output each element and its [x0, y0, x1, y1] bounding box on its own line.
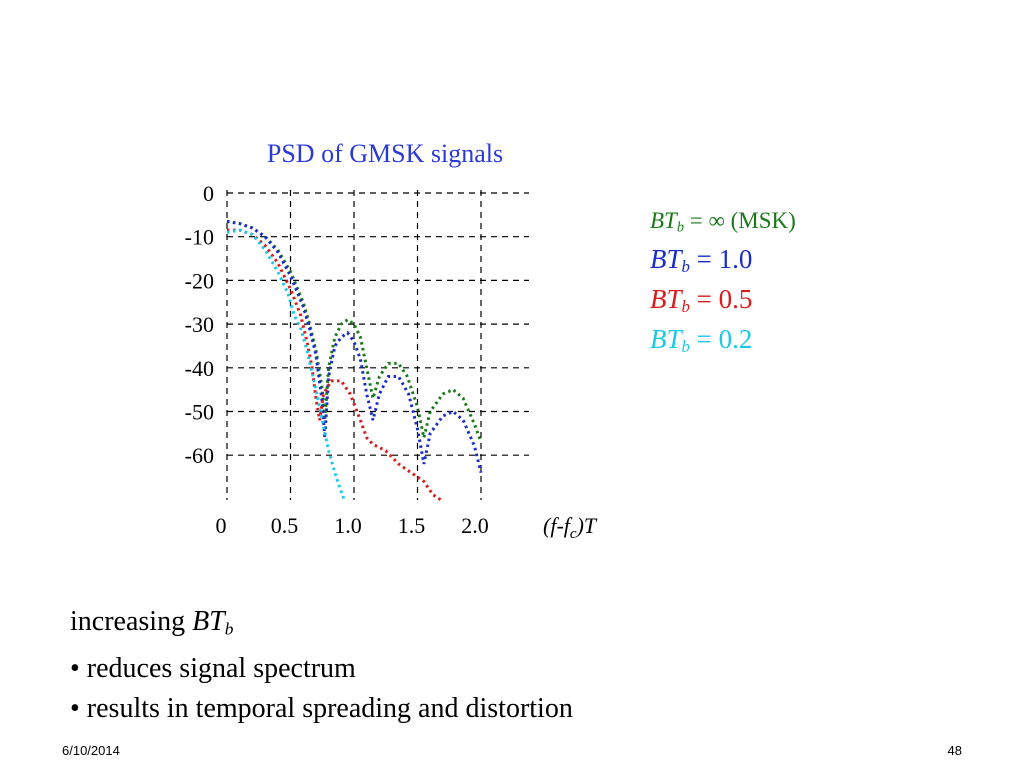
chart-title: PSD of GMSK signals — [267, 139, 503, 168]
bullet-text: increasing BTb • reduces signal spectrum… — [70, 602, 573, 729]
legend-equals: = — [689, 324, 719, 354]
legend-item-0-2: BTb = 0.2 — [650, 319, 796, 359]
legend-value: 0.2 — [718, 324, 753, 354]
y-tick-label: 0 — [203, 181, 214, 206]
legend-value: 0.5 — [718, 284, 753, 314]
bullet-heading: increasing BTb — [70, 602, 573, 649]
y-tick-label: -40 — [185, 356, 214, 381]
legend-equals: = — [689, 244, 719, 274]
y-tick-label: -50 — [185, 400, 214, 425]
bullet-line-1: • reduces signal spectrum — [70, 653, 356, 685]
legend-value: ∞ (MSK) — [708, 208, 796, 233]
grid — [226, 190, 529, 500]
series-line-0 — [226, 219, 483, 443]
y-tick-label: -30 — [185, 312, 214, 337]
legend-sub: b — [681, 297, 690, 317]
x-tick-label: 0.5 — [271, 513, 299, 538]
x-tick-label: 1.5 — [398, 513, 426, 538]
y-tick-label: -10 — [185, 225, 214, 250]
series-line-2 — [227, 228, 444, 503]
legend-var: BT — [650, 244, 682, 274]
footer-page-number: 48 — [947, 743, 962, 758]
legend: BTb = ∞ (MSK) BTb = 1.0 BTb = 0.5 BTb = … — [650, 203, 796, 359]
bullet-line-2: • results in temporal spreading and dist… — [70, 693, 573, 725]
legend-item-0-5: BTb = 0.5 — [650, 279, 796, 319]
x-tick-label: 1.0 — [334, 513, 362, 538]
legend-sub: b — [681, 257, 690, 277]
legend-var: BT — [650, 324, 682, 354]
legend-sub: b — [681, 337, 690, 357]
legend-item-1-0: BTb = 1.0 — [650, 239, 796, 279]
series-line-1 — [226, 219, 483, 474]
y-axis-ticks: 0 -10 -20 -30 -40 -50 -60 — [185, 181, 214, 468]
footer-date: 6/10/2014 — [62, 743, 120, 758]
series-line-3 — [226, 228, 346, 500]
x-tick-label: 2.0 — [461, 513, 489, 538]
legend-equals: = — [683, 208, 709, 233]
bullet-heading-var: BT — [192, 606, 225, 637]
x-axis-label: (f-fc)T — [543, 513, 598, 542]
legend-sub: b — [676, 219, 684, 236]
bullet-heading-sub: b — [224, 619, 234, 639]
y-tick-label: -60 — [185, 443, 214, 468]
x-axis-label-suffix: )T — [575, 513, 598, 538]
x-tick-label: 0 — [216, 513, 227, 538]
bullet-heading-text: increasing — [70, 606, 193, 637]
x-axis-label-subscript: c — [570, 526, 577, 542]
legend-item-msk: BTb = ∞ (MSK) — [650, 203, 796, 239]
legend-value: 1.0 — [718, 244, 753, 274]
y-tick-label: -20 — [185, 268, 214, 293]
x-axis-label-main: (f-f — [543, 513, 573, 538]
legend-equals: = — [689, 284, 719, 314]
series-lines — [226, 219, 483, 503]
x-axis-ticks: 0 0.5 1.0 1.5 2.0 — [216, 513, 489, 538]
legend-var: BT — [650, 284, 682, 314]
legend-var: BT — [650, 208, 677, 233]
